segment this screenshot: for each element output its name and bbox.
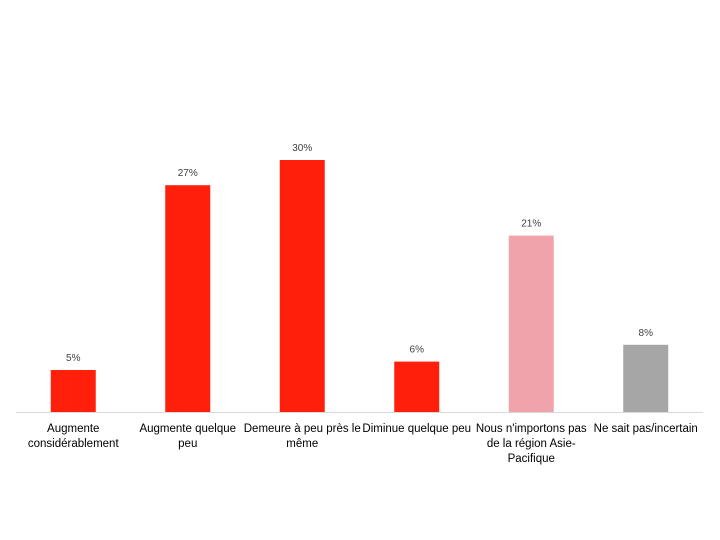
value-label: 27% xyxy=(178,168,198,179)
value-label: 21% xyxy=(521,219,541,230)
value-label: 30% xyxy=(292,143,312,154)
bar xyxy=(165,185,211,412)
value-label: 5% xyxy=(66,353,81,364)
x-tick-label: Augmente quelque peu xyxy=(139,423,237,450)
bar xyxy=(623,344,669,412)
x-tick-label: Ne sait pas/incertain xyxy=(593,423,698,435)
bar xyxy=(50,370,96,412)
x-tick-label: Nous n'importons pas de la région Asie-P… xyxy=(475,423,587,465)
value-label: 8% xyxy=(639,328,654,339)
x-tick-label: Augmente considérablement xyxy=(27,423,119,450)
value-label: 6% xyxy=(410,345,425,356)
bar xyxy=(394,361,440,412)
x-tick-label: Demeure à peu près le même xyxy=(243,423,361,450)
x-tick-label: Diminue quelque peu xyxy=(362,423,472,435)
bar xyxy=(508,235,554,412)
bar xyxy=(279,160,325,412)
